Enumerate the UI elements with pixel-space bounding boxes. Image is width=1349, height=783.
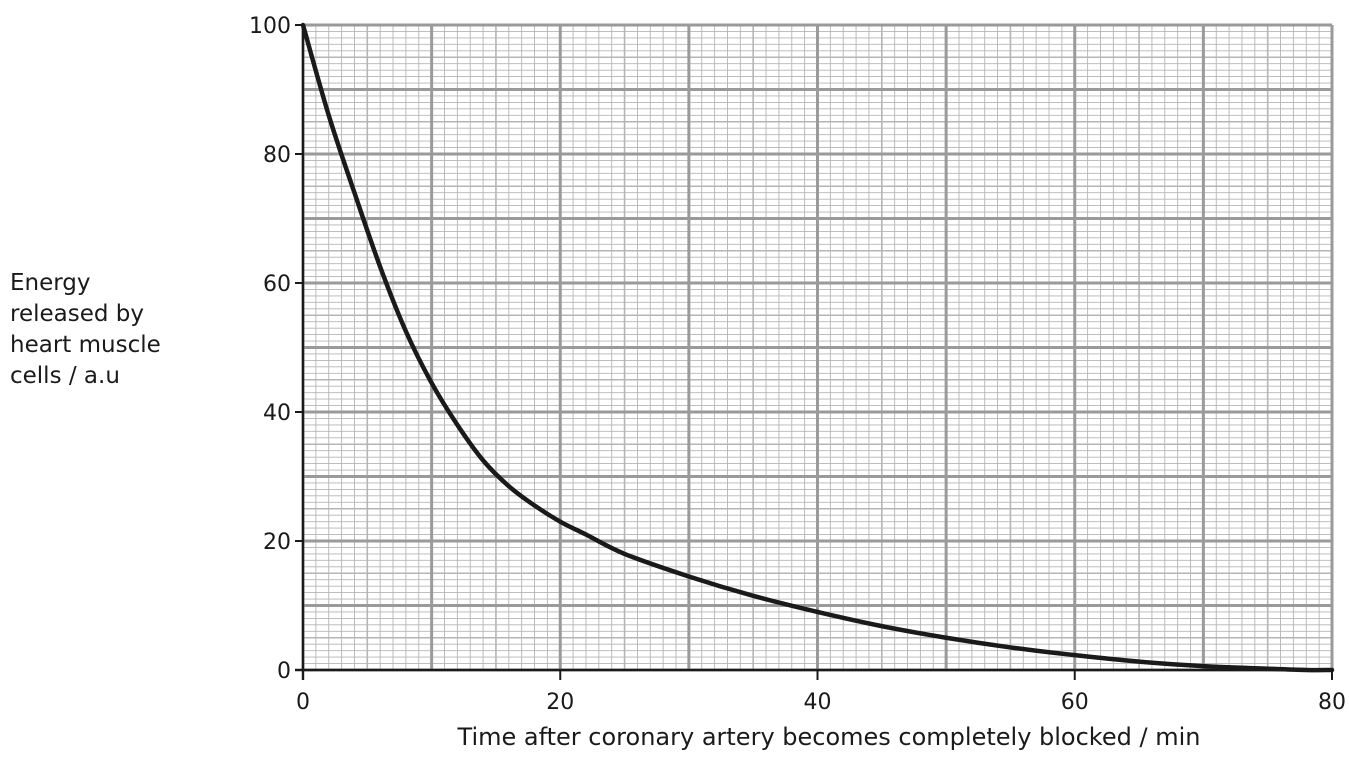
tick-labels: 0 20 40 60 80 100 0 20 40 60 80 xyxy=(249,14,1346,715)
x-tick-label: 80 xyxy=(1318,690,1346,715)
y-axis-label-line: cells / a.u xyxy=(10,363,120,389)
y-axis-label-line: released by xyxy=(10,301,144,327)
y-tick-label: 80 xyxy=(263,143,291,168)
y-tick-label: 40 xyxy=(263,401,291,426)
x-tick-label: 40 xyxy=(804,690,832,715)
series xyxy=(300,22,1335,673)
x-axis-label: Time after coronary artery becomes compl… xyxy=(457,723,1201,751)
energy-curve xyxy=(300,22,1335,673)
y-tick-label: 60 xyxy=(263,272,291,297)
y-tick-label: 20 xyxy=(263,530,291,555)
y-axis-label-line: Energy xyxy=(10,270,91,296)
x-tick-label: 60 xyxy=(1061,690,1089,715)
x-tick-label: 20 xyxy=(546,690,574,715)
y-axis-label-line: heart muscle xyxy=(10,332,161,358)
x-tick-label: 0 xyxy=(296,690,310,715)
grid xyxy=(301,23,1334,672)
y-tick-label: 100 xyxy=(249,14,291,39)
y-tick-label: 0 xyxy=(277,659,291,684)
y-axis-label: Energy released by heart muscle cells / … xyxy=(10,268,210,392)
